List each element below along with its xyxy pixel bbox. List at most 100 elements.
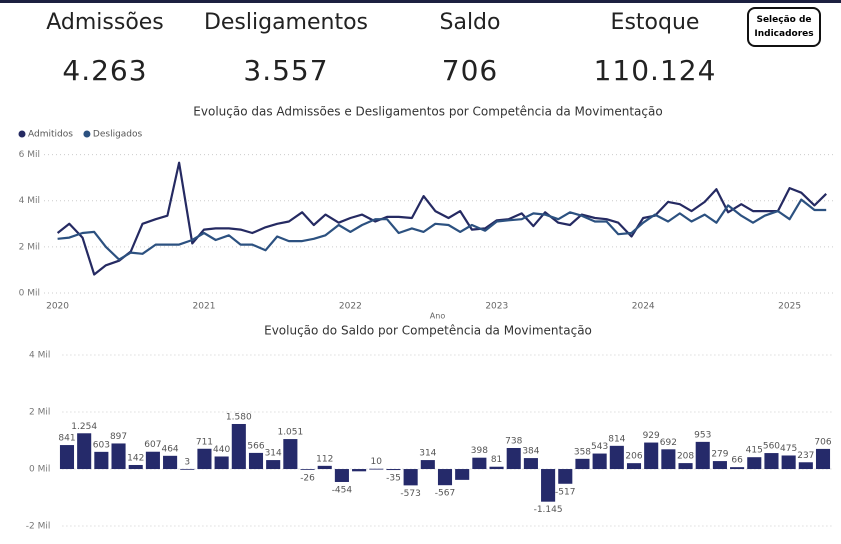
data-label: -454	[332, 485, 353, 495]
data-label: 603	[93, 440, 110, 450]
data-label: 358	[574, 447, 591, 457]
data-label: 314	[419, 449, 436, 459]
bar	[437, 469, 453, 486]
data-label: -517	[555, 487, 575, 497]
y-tick-label: 4 Mil	[29, 351, 50, 361]
bar	[815, 448, 831, 470]
bar	[455, 469, 470, 480]
bar	[661, 449, 676, 470]
data-label: 543	[591, 442, 608, 452]
bar	[403, 469, 418, 486]
data-label: 415	[746, 446, 763, 456]
data-label: 1.051	[277, 428, 303, 438]
bar	[730, 467, 745, 470]
bar	[472, 457, 487, 470]
bar	[541, 469, 556, 502]
bar	[575, 458, 590, 470]
data-label: 711	[196, 437, 213, 447]
x-tick-label: 2025	[778, 302, 801, 312]
data-label: 10	[371, 457, 383, 467]
series-line	[56, 161, 827, 276]
bar	[626, 463, 642, 470]
y-tick-label: 0 Mil	[19, 289, 40, 299]
legend-label: Admitidos	[28, 130, 73, 140]
bar	[231, 423, 246, 470]
y-tick-label: 2 Mil	[29, 408, 50, 418]
data-label: 112	[316, 454, 333, 464]
data-label: 384	[522, 447, 539, 457]
data-label: 929	[643, 431, 660, 441]
x-tick-label: 2024	[632, 302, 655, 312]
y-tick-label: 6 Mil	[19, 150, 40, 160]
bar	[369, 468, 384, 470]
kpi-value: 4.263	[62, 54, 148, 87]
data-label: 897	[110, 432, 127, 442]
bar	[558, 469, 573, 484]
data-label: 464	[161, 444, 178, 454]
data-label: 1.580	[226, 412, 252, 422]
y-tick-label: 0 Mil	[29, 465, 50, 475]
data-label: 81	[491, 455, 502, 465]
data-label: -26	[300, 473, 315, 483]
bar	[644, 442, 659, 470]
bar	[695, 441, 710, 470]
data-label: 692	[660, 438, 677, 448]
bar	[145, 451, 160, 470]
data-label: 279	[711, 450, 728, 460]
bar	[317, 465, 332, 470]
bar	[59, 445, 75, 470]
bar	[248, 452, 264, 470]
bar	[334, 469, 349, 482]
data-label: 206	[625, 452, 642, 462]
chart-title: Evolução do Saldo por Competência da Mov…	[264, 324, 592, 338]
series-line	[57, 198, 827, 261]
data-label: -573	[400, 489, 420, 499]
x-tick-label: 2020	[46, 302, 69, 312]
data-label: 440	[213, 445, 230, 455]
x-tick-label: 2023	[485, 302, 508, 312]
data-label: 706	[814, 437, 831, 447]
bar	[352, 469, 367, 472]
bar	[506, 447, 521, 470]
data-label: 66	[731, 456, 743, 466]
data-label: 3	[184, 457, 190, 467]
bar	[128, 464, 143, 470]
kpi-label: Desligamentos	[203, 10, 369, 35]
indicator-button[interactable]: Seleção de Indicadores	[747, 7, 821, 47]
bar	[300, 469, 315, 470]
bar	[111, 443, 126, 470]
bar	[781, 455, 796, 470]
data-label: 953	[694, 430, 711, 440]
legend-label: Desligados	[93, 130, 143, 140]
data-label: 738	[505, 436, 522, 446]
data-label: 208	[677, 452, 694, 462]
bar	[678, 463, 693, 470]
kpi-value: 110.124	[593, 54, 717, 87]
y-tick-label: 2 Mil	[19, 242, 40, 252]
data-label: 814	[608, 434, 625, 444]
bar	[77, 433, 92, 470]
bar	[180, 468, 195, 470]
bar	[420, 460, 435, 470]
data-label: 398	[471, 446, 488, 456]
top-bar	[0, 0, 841, 3]
bar	[214, 456, 229, 470]
kpi-label: Saldo	[439, 10, 501, 35]
data-label: 475	[780, 444, 797, 454]
bar	[197, 448, 212, 470]
data-label: 1.254	[71, 422, 97, 432]
kpi-label: Estoque	[610, 10, 700, 35]
data-label: 841	[58, 434, 75, 444]
data-label: 607	[144, 440, 161, 450]
bar	[523, 458, 538, 470]
kpi-label: Admissões	[46, 10, 164, 35]
data-label: 314	[265, 449, 282, 459]
data-label: -35	[386, 474, 401, 484]
x-axis-title: Ano	[430, 312, 446, 321]
bar	[489, 466, 504, 470]
data-label: 142	[127, 453, 144, 463]
bar	[163, 455, 178, 470]
data-label: 566	[247, 441, 264, 451]
